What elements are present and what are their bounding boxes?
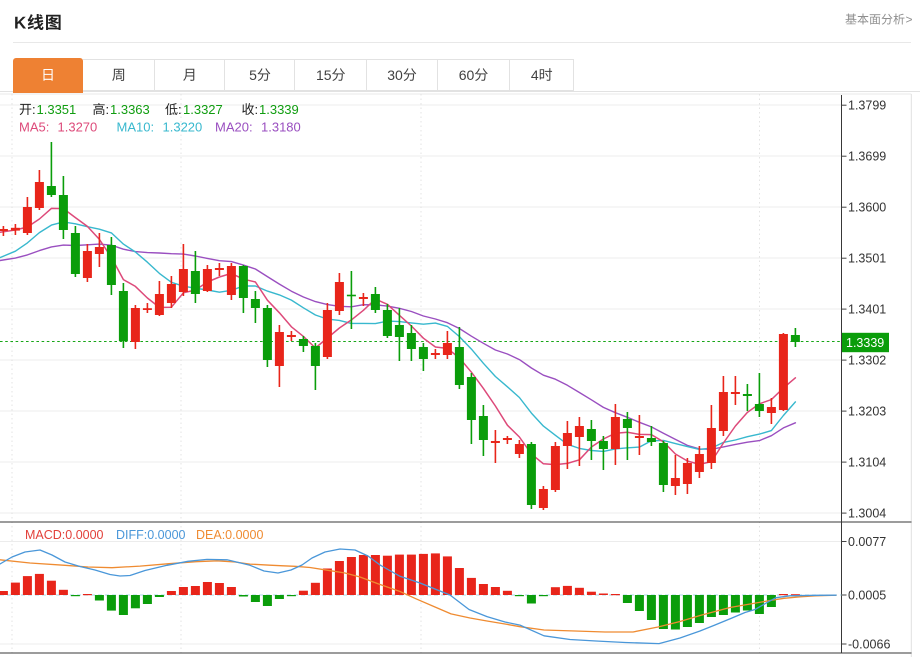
svg-text:DIFF:0.0000: DIFF:0.0000 bbox=[116, 528, 186, 542]
svg-text:1.3104: 1.3104 bbox=[848, 455, 886, 469]
svg-text:1.3401: 1.3401 bbox=[848, 302, 886, 316]
svg-text:5: 5 bbox=[249, 67, 257, 83]
svg-text::: : bbox=[32, 102, 36, 117]
svg-text:0.0005: 0.0005 bbox=[848, 588, 886, 602]
svg-text:1.3600: 1.3600 bbox=[848, 201, 886, 215]
svg-text:30: 30 bbox=[387, 67, 403, 83]
svg-text:1.3203: 1.3203 bbox=[848, 404, 886, 418]
svg-text:1.3799: 1.3799 bbox=[848, 99, 886, 113]
svg-text:1.3339: 1.3339 bbox=[846, 336, 884, 350]
svg-text:-0.0066: -0.0066 bbox=[848, 637, 890, 651]
svg-text::: : bbox=[106, 102, 110, 117]
svg-text:1.3302: 1.3302 bbox=[848, 353, 886, 367]
svg-text::: : bbox=[178, 102, 182, 117]
svg-text:>: > bbox=[906, 13, 913, 27]
svg-text:0.0077: 0.0077 bbox=[848, 535, 886, 549]
svg-text:15: 15 bbox=[316, 67, 332, 83]
svg-text:1.3501: 1.3501 bbox=[848, 252, 886, 266]
svg-text:DEA:0.0000: DEA:0.0000 bbox=[196, 528, 263, 542]
svg-text:1.3004: 1.3004 bbox=[848, 506, 886, 520]
svg-text:60: 60 bbox=[459, 67, 475, 83]
svg-text:4: 4 bbox=[531, 67, 539, 83]
svg-text:1.3699: 1.3699 bbox=[848, 150, 886, 164]
svg-text:MACD:0.0000: MACD:0.0000 bbox=[25, 528, 104, 542]
svg-text::: : bbox=[255, 102, 259, 117]
